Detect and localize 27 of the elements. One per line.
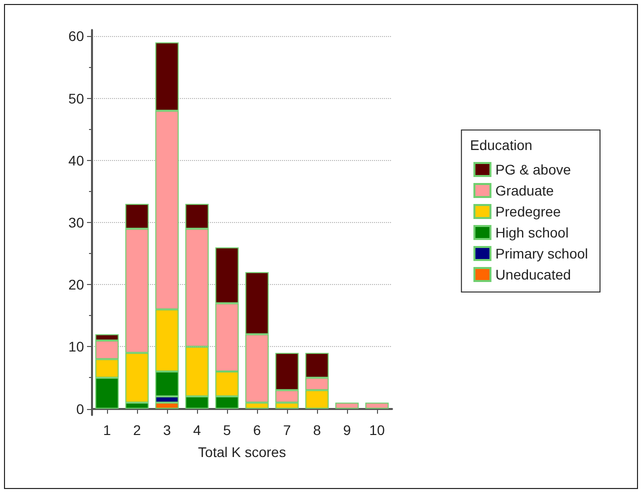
y-tick-label: 40 <box>68 152 84 168</box>
y-tick-label: 50 <box>68 90 84 106</box>
legend-label: PG & above <box>495 162 572 178</box>
x-tick-label: 8 <box>313 422 322 438</box>
y-tick-label: 60 <box>68 28 84 44</box>
x-tick-label: 2 <box>133 422 142 438</box>
legend-label: High school <box>495 224 569 240</box>
y-tick-label: 20 <box>68 276 84 293</box>
x-tick-label: 9 <box>343 422 352 438</box>
x-tick-label: 5 <box>223 422 232 438</box>
y-tick-label: 30 <box>68 214 84 230</box>
bar <box>335 402 359 409</box>
x-tick-label: 6 <box>253 422 262 438</box>
legend-title: Education <box>470 137 532 153</box>
legend-label: Primary school <box>495 246 588 262</box>
x-tick-label: 1 <box>103 422 112 438</box>
x-tick-label: 4 <box>193 422 202 438</box>
x-axis-title: Total K scores <box>198 444 286 460</box>
legend-label: Graduate <box>495 182 554 198</box>
y-tick-label: 10 <box>68 338 84 355</box>
x-tick-label: 3 <box>163 422 172 438</box>
bar <box>365 402 389 409</box>
x-tick-label: 7 <box>283 422 292 438</box>
legend-label: Uneducated <box>495 266 571 282</box>
y-tick-label: 0 <box>76 400 84 417</box>
x-tick-label: 10 <box>369 422 385 438</box>
legend-label: Predegree <box>495 204 562 220</box>
